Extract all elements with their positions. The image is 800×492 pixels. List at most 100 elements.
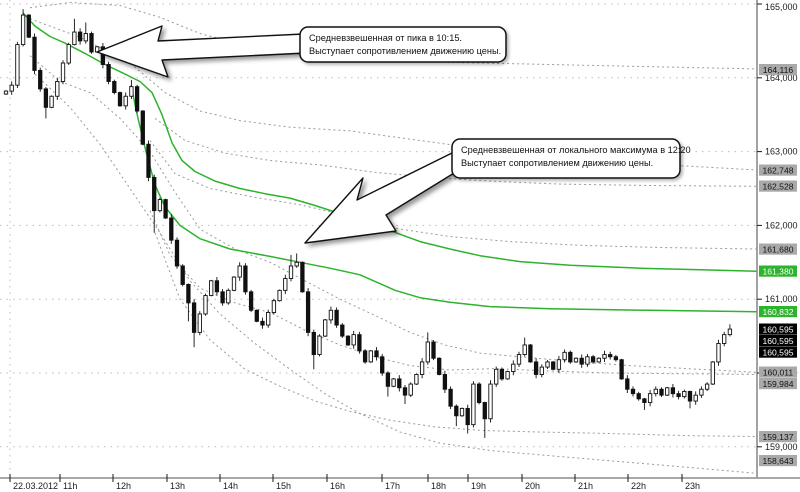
candle-down (89, 33, 94, 53)
candle-down (220, 291, 225, 304)
candle-up (425, 341, 430, 363)
callout-bubble (299, 26, 507, 63)
candle-down (26, 14, 31, 38)
y-axis-price-label: 159,000 (765, 442, 798, 452)
candle-down (636, 393, 641, 400)
price-badge-gray (759, 243, 797, 255)
candle-up (665, 387, 670, 396)
candle-up (157, 199, 163, 212)
candle-up (283, 278, 288, 291)
x-axis-ticks: 22.03.2012 11h 12h 13h 14h 15h 16h 17h 18h 19h 20h… (9, 474, 700, 491)
candle-up (197, 313, 202, 333)
axes (0, 0, 800, 479)
candle-down (380, 356, 385, 374)
candle-down (340, 324, 345, 337)
candle-up (288, 265, 294, 279)
candle-up (471, 383, 476, 426)
candle-down (630, 388, 636, 395)
price-badge-gray (759, 366, 797, 378)
price-badge-gray (759, 378, 797, 390)
x-axis-hour-label: 21h (578, 481, 593, 491)
candle-up (123, 95, 128, 107)
candle-down (260, 320, 265, 326)
candle-down (186, 283, 191, 304)
candle-up (9, 84, 14, 92)
candle-down (625, 378, 630, 390)
price-badge-green (759, 265, 797, 277)
candle-down (613, 356, 619, 361)
x-axis-hour-label: 11h (63, 481, 77, 491)
price-badge-value: 164,116 (763, 65, 794, 75)
price-badge-value: 162,528 (762, 182, 793, 192)
x-axis-hour-label: 15h (276, 481, 291, 491)
candle-up (129, 86, 134, 97)
candle-up (271, 300, 277, 313)
candle-up (323, 319, 328, 337)
candle-up (55, 81, 60, 97)
candle-down (454, 405, 459, 417)
candle-up (693, 394, 698, 402)
candle-up (351, 334, 356, 346)
callout-text-line: Средневзвешенная от пика в 10:15. (309, 33, 462, 43)
candle-down (152, 176, 157, 212)
candle-up (704, 383, 710, 390)
candle-down (590, 356, 596, 363)
candle-up (328, 309, 334, 321)
price-badge-value: 159,984 (762, 379, 793, 389)
candle-down (134, 86, 140, 112)
candle-down (38, 69, 43, 90)
candle-down (642, 398, 647, 403)
candle-down (676, 393, 681, 398)
y-axis-price-label: 165,000 (765, 2, 798, 12)
candle-down (43, 88, 49, 108)
candle-down (499, 368, 505, 380)
candle-up (722, 334, 727, 344)
price-badge-black (759, 323, 797, 335)
candle-up (539, 366, 544, 375)
callout-2: Средневзвешенная от локального максимума… (451, 138, 691, 179)
candle-down (579, 357, 584, 365)
candle-up (294, 261, 299, 267)
price-badge-value: 162,748 (762, 166, 793, 176)
candle-down (140, 110, 145, 145)
candle-down (551, 361, 556, 370)
axis-value-badges: 164,116 162,748 162,528 161,680 161,380 160,8… (759, 64, 797, 467)
candle-down (32, 36, 37, 71)
candle-up (414, 374, 419, 385)
candle-down (106, 64, 111, 82)
price-badge-gray (759, 455, 797, 467)
price-badge-value: 160,595 (762, 348, 793, 358)
callout-bubble (451, 138, 681, 179)
candle-up (710, 361, 715, 385)
candle-up (419, 361, 425, 375)
band-vwap1015-upper1 (29, 18, 758, 171)
x-axis-hour-label: 17h (385, 481, 400, 491)
candle-up (266, 312, 271, 326)
candle-down (437, 357, 442, 375)
candle-down (357, 334, 362, 352)
vwap-from-10-15 (22, 12, 758, 272)
x-axis-hour-label: 18h (431, 481, 446, 491)
candles (3, 9, 733, 438)
candle-down (214, 280, 220, 293)
candle-down (385, 372, 391, 387)
candle-down (476, 383, 482, 403)
candle-up (573, 357, 579, 363)
x-axis-hour-label: 20h (525, 481, 540, 491)
candle-up (596, 357, 601, 363)
candle-down (191, 302, 197, 333)
y-axis-price-label: 162,000 (765, 220, 798, 230)
candle-down (619, 359, 624, 380)
x-axis-date-label: 22.03.2012 (13, 481, 58, 491)
candle-down (374, 350, 379, 358)
candle-up (60, 62, 66, 82)
candle-up (653, 388, 658, 395)
y-axis-price-label: 163,000 (765, 147, 798, 157)
candle-down (169, 217, 174, 241)
candle-down (659, 388, 664, 396)
candle-down (608, 354, 613, 358)
candle-up (15, 44, 20, 86)
candle-up (72, 31, 77, 46)
price-badge-green (759, 306, 797, 318)
